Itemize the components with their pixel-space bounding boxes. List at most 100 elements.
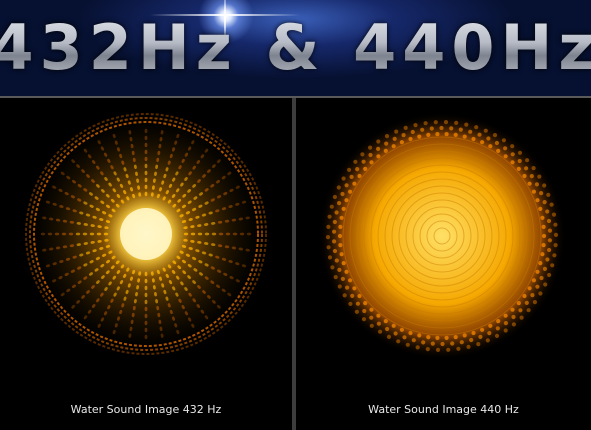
pattern-dot <box>100 200 105 205</box>
pattern-dot <box>107 305 111 310</box>
pattern-dot <box>144 327 148 333</box>
pattern-dot <box>100 171 104 176</box>
pattern-dot <box>117 147 120 152</box>
pattern-dot <box>106 204 110 209</box>
pattern-dot <box>40 232 46 236</box>
pattern-dot <box>201 251 207 255</box>
pattern-dot <box>99 247 104 250</box>
pattern-dot <box>82 232 88 236</box>
pattern-dot <box>446 347 451 352</box>
pattern-dot <box>363 301 368 306</box>
pattern-dot <box>168 183 173 188</box>
pattern-dot <box>238 247 243 251</box>
pattern-dot <box>228 260 233 263</box>
pattern-dot <box>545 257 550 262</box>
pattern-dot <box>119 280 124 285</box>
pattern-dot <box>45 264 51 268</box>
pattern-dot <box>456 346 461 351</box>
pattern-dot <box>191 140 195 145</box>
pattern-dot <box>199 272 203 276</box>
pattern-dot <box>338 224 343 229</box>
pattern-dot <box>459 340 464 345</box>
pattern-dot <box>171 270 176 274</box>
pattern-dot <box>357 173 362 179</box>
pattern-dot <box>83 276 88 280</box>
pattern-dot <box>156 157 160 163</box>
pattern-dot <box>144 320 148 326</box>
pattern-dot <box>519 315 524 320</box>
pattern-dot <box>551 212 557 217</box>
pattern-dot <box>188 218 193 221</box>
pattern-dot <box>176 133 180 139</box>
pattern-dot <box>77 266 82 270</box>
pattern-dot <box>401 133 406 138</box>
pattern-ring <box>349 143 535 329</box>
pattern-dot <box>105 193 110 198</box>
pattern-dot <box>187 189 191 193</box>
pattern-dot <box>204 315 209 320</box>
pattern-dot <box>102 253 107 257</box>
pattern-dot <box>344 183 349 188</box>
pattern-dot <box>119 309 123 315</box>
pattern-dot <box>235 262 240 266</box>
pattern-dot <box>159 187 162 192</box>
pattern-dot <box>184 287 188 291</box>
pattern-dot <box>483 128 488 133</box>
pattern-dot <box>97 239 102 243</box>
pattern-dot <box>221 288 226 293</box>
pattern-dot <box>144 128 148 134</box>
pattern-dot <box>540 215 545 220</box>
pattern-dot <box>450 341 455 346</box>
pattern-dot <box>144 278 148 284</box>
pattern-dot <box>120 264 125 269</box>
pattern-dot <box>105 270 110 275</box>
pattern-dot <box>155 299 159 304</box>
pattern-dot <box>69 244 75 248</box>
pattern-dot <box>150 271 154 276</box>
pattern-dot <box>216 159 221 164</box>
pattern-dot <box>188 247 193 250</box>
pattern-dot <box>411 338 416 343</box>
pattern-dot <box>218 232 224 236</box>
pattern-dot <box>58 276 63 280</box>
pattern-dot <box>245 248 250 252</box>
pattern-dot <box>369 315 374 320</box>
pattern-dot <box>192 280 196 284</box>
pattern-ring <box>433 227 451 245</box>
pattern-dot <box>77 198 82 202</box>
pattern-dot <box>326 224 331 229</box>
pattern-dot <box>347 167 352 172</box>
pattern-dot <box>64 192 69 196</box>
pattern-dot <box>440 341 445 347</box>
pattern-dot <box>59 205 64 208</box>
pattern-dot <box>510 160 515 165</box>
pattern-dot <box>212 300 216 304</box>
pattern-dot <box>361 159 366 164</box>
pattern-dot <box>89 260 94 264</box>
pattern-dot <box>239 232 245 236</box>
pattern-dot <box>384 134 390 139</box>
pattern-dot <box>165 273 169 278</box>
pattern-dot <box>155 164 159 169</box>
pattern-dot <box>79 253 84 257</box>
pattern-dot <box>339 252 344 257</box>
pattern-dot <box>426 132 431 137</box>
pattern-dot <box>211 232 217 236</box>
pattern-dot <box>179 214 184 218</box>
pattern-dot <box>151 185 155 190</box>
pattern-ring <box>384 178 500 294</box>
pattern-dot <box>174 140 178 145</box>
pattern-dot <box>182 204 186 209</box>
pattern-dot <box>144 156 148 162</box>
pattern-dot <box>334 258 339 263</box>
pattern-dot <box>144 271 148 277</box>
pattern-dot <box>546 218 552 224</box>
pattern-dot <box>487 331 492 336</box>
pattern-dot <box>165 167 169 172</box>
pattern-dot <box>144 306 148 312</box>
pattern-dot <box>125 289 129 295</box>
pattern-ring <box>356 150 528 322</box>
pattern-dot <box>144 313 148 319</box>
pattern-dot <box>535 284 540 289</box>
pattern-dot <box>188 317 192 322</box>
